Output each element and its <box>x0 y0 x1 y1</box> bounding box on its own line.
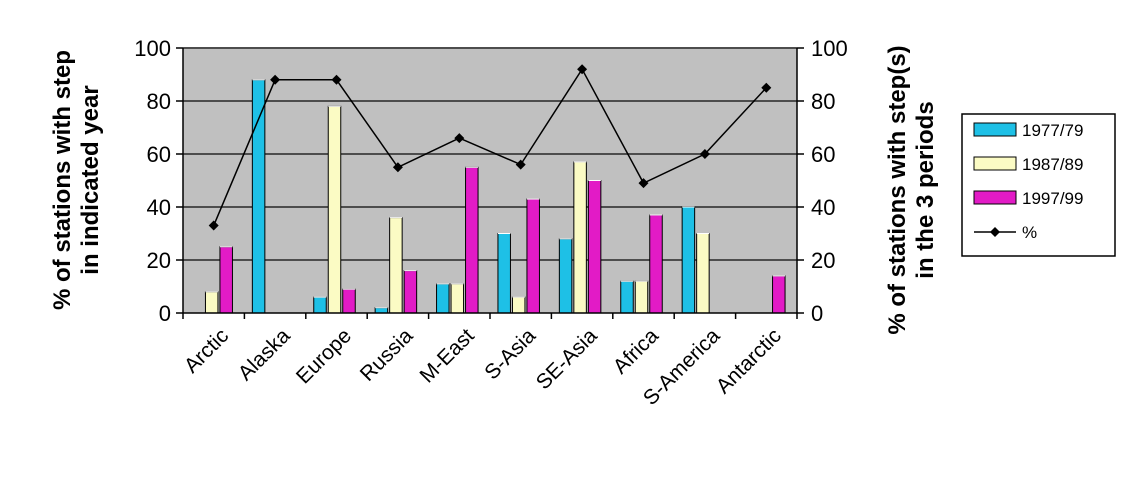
bar-marks <box>204 79 786 314</box>
bar <box>573 161 587 314</box>
line-point <box>392 162 403 173</box>
line-point <box>331 74 342 85</box>
bar <box>511 296 526 314</box>
bar <box>526 198 540 314</box>
x-tick-label: SE-Asia <box>532 324 602 394</box>
bar <box>436 283 450 314</box>
line-series <box>208 64 772 231</box>
legend: 1977/79 1987/89 1997/99% <box>961 113 1116 257</box>
legend-label: % <box>1022 223 1037 242</box>
y2-axis-title-line: in the 3 periods <box>912 101 939 278</box>
y-axis-title-line: % of stations with step <box>49 50 76 310</box>
y2-tick-label: 80 <box>811 89 835 114</box>
y2-tick-label: 20 <box>811 248 835 273</box>
x-tick-label: Antarctic <box>712 324 786 398</box>
bar <box>620 280 634 314</box>
y2-tick-label: 60 <box>811 142 835 167</box>
bar <box>450 283 465 314</box>
line-point <box>577 64 588 75</box>
bar <box>313 296 327 314</box>
line-path <box>213 67 767 226</box>
bar <box>251 79 266 314</box>
bar <box>772 275 786 314</box>
line-point <box>454 133 465 144</box>
y-axis-title: % of stations with stepin indicated year <box>49 50 104 310</box>
y2-tick-label: 0 <box>811 301 823 326</box>
bar <box>403 270 418 314</box>
bar <box>587 180 602 314</box>
bar <box>374 307 389 314</box>
y-tick-label: 60 <box>147 142 171 167</box>
y-axis-title-line: in indicated year <box>77 85 104 274</box>
line-point <box>638 178 649 189</box>
bar <box>342 288 356 314</box>
bar <box>219 246 233 314</box>
line-point <box>699 149 710 159</box>
x-tick-label: Arctic <box>180 324 233 377</box>
bar <box>649 214 663 314</box>
legend-swatch <box>973 156 1017 171</box>
bar <box>497 233 511 314</box>
x-tick-label: Africa <box>609 324 663 378</box>
legend-swatch <box>973 190 1017 205</box>
bar <box>204 291 219 314</box>
plot-area <box>183 47 797 313</box>
bar <box>634 280 649 314</box>
bar <box>389 217 403 314</box>
x-tick-label: Alaska <box>234 324 295 385</box>
legend-swatch <box>973 122 1017 137</box>
y-tick-label: 20 <box>147 248 171 273</box>
legend-marker <box>990 227 1000 237</box>
y-tick-label: 100 <box>134 36 171 61</box>
bar <box>558 238 573 314</box>
line-point <box>761 82 772 93</box>
bar <box>681 206 696 314</box>
x-tick-label: Russia <box>356 324 418 386</box>
y2-tick-label: 100 <box>811 36 848 61</box>
legend-label: 1997/99 <box>1022 189 1083 208</box>
bar <box>465 166 479 314</box>
x-tick-label: Europe <box>292 324 356 388</box>
bar <box>327 105 342 314</box>
bar <box>696 233 710 314</box>
y2-axis-title-line: % of stations with step(s) <box>884 45 911 334</box>
legend-label: 1977/79 <box>1022 121 1083 140</box>
y2-axis-title: % of stations with step(s)in the 3 perio… <box>884 45 939 334</box>
line-point <box>208 220 219 231</box>
line-point <box>515 159 526 170</box>
y-tick-label: 40 <box>147 195 171 220</box>
legend-label: 1987/89 <box>1022 155 1083 174</box>
line-point <box>270 74 281 85</box>
x-tick-label: M-East <box>416 324 479 387</box>
y2-tick-label: 40 <box>811 195 835 220</box>
y-tick-label: 80 <box>147 89 171 114</box>
x-tick-label: S-Asia <box>480 324 540 384</box>
y-tick-label: 0 <box>159 301 171 326</box>
